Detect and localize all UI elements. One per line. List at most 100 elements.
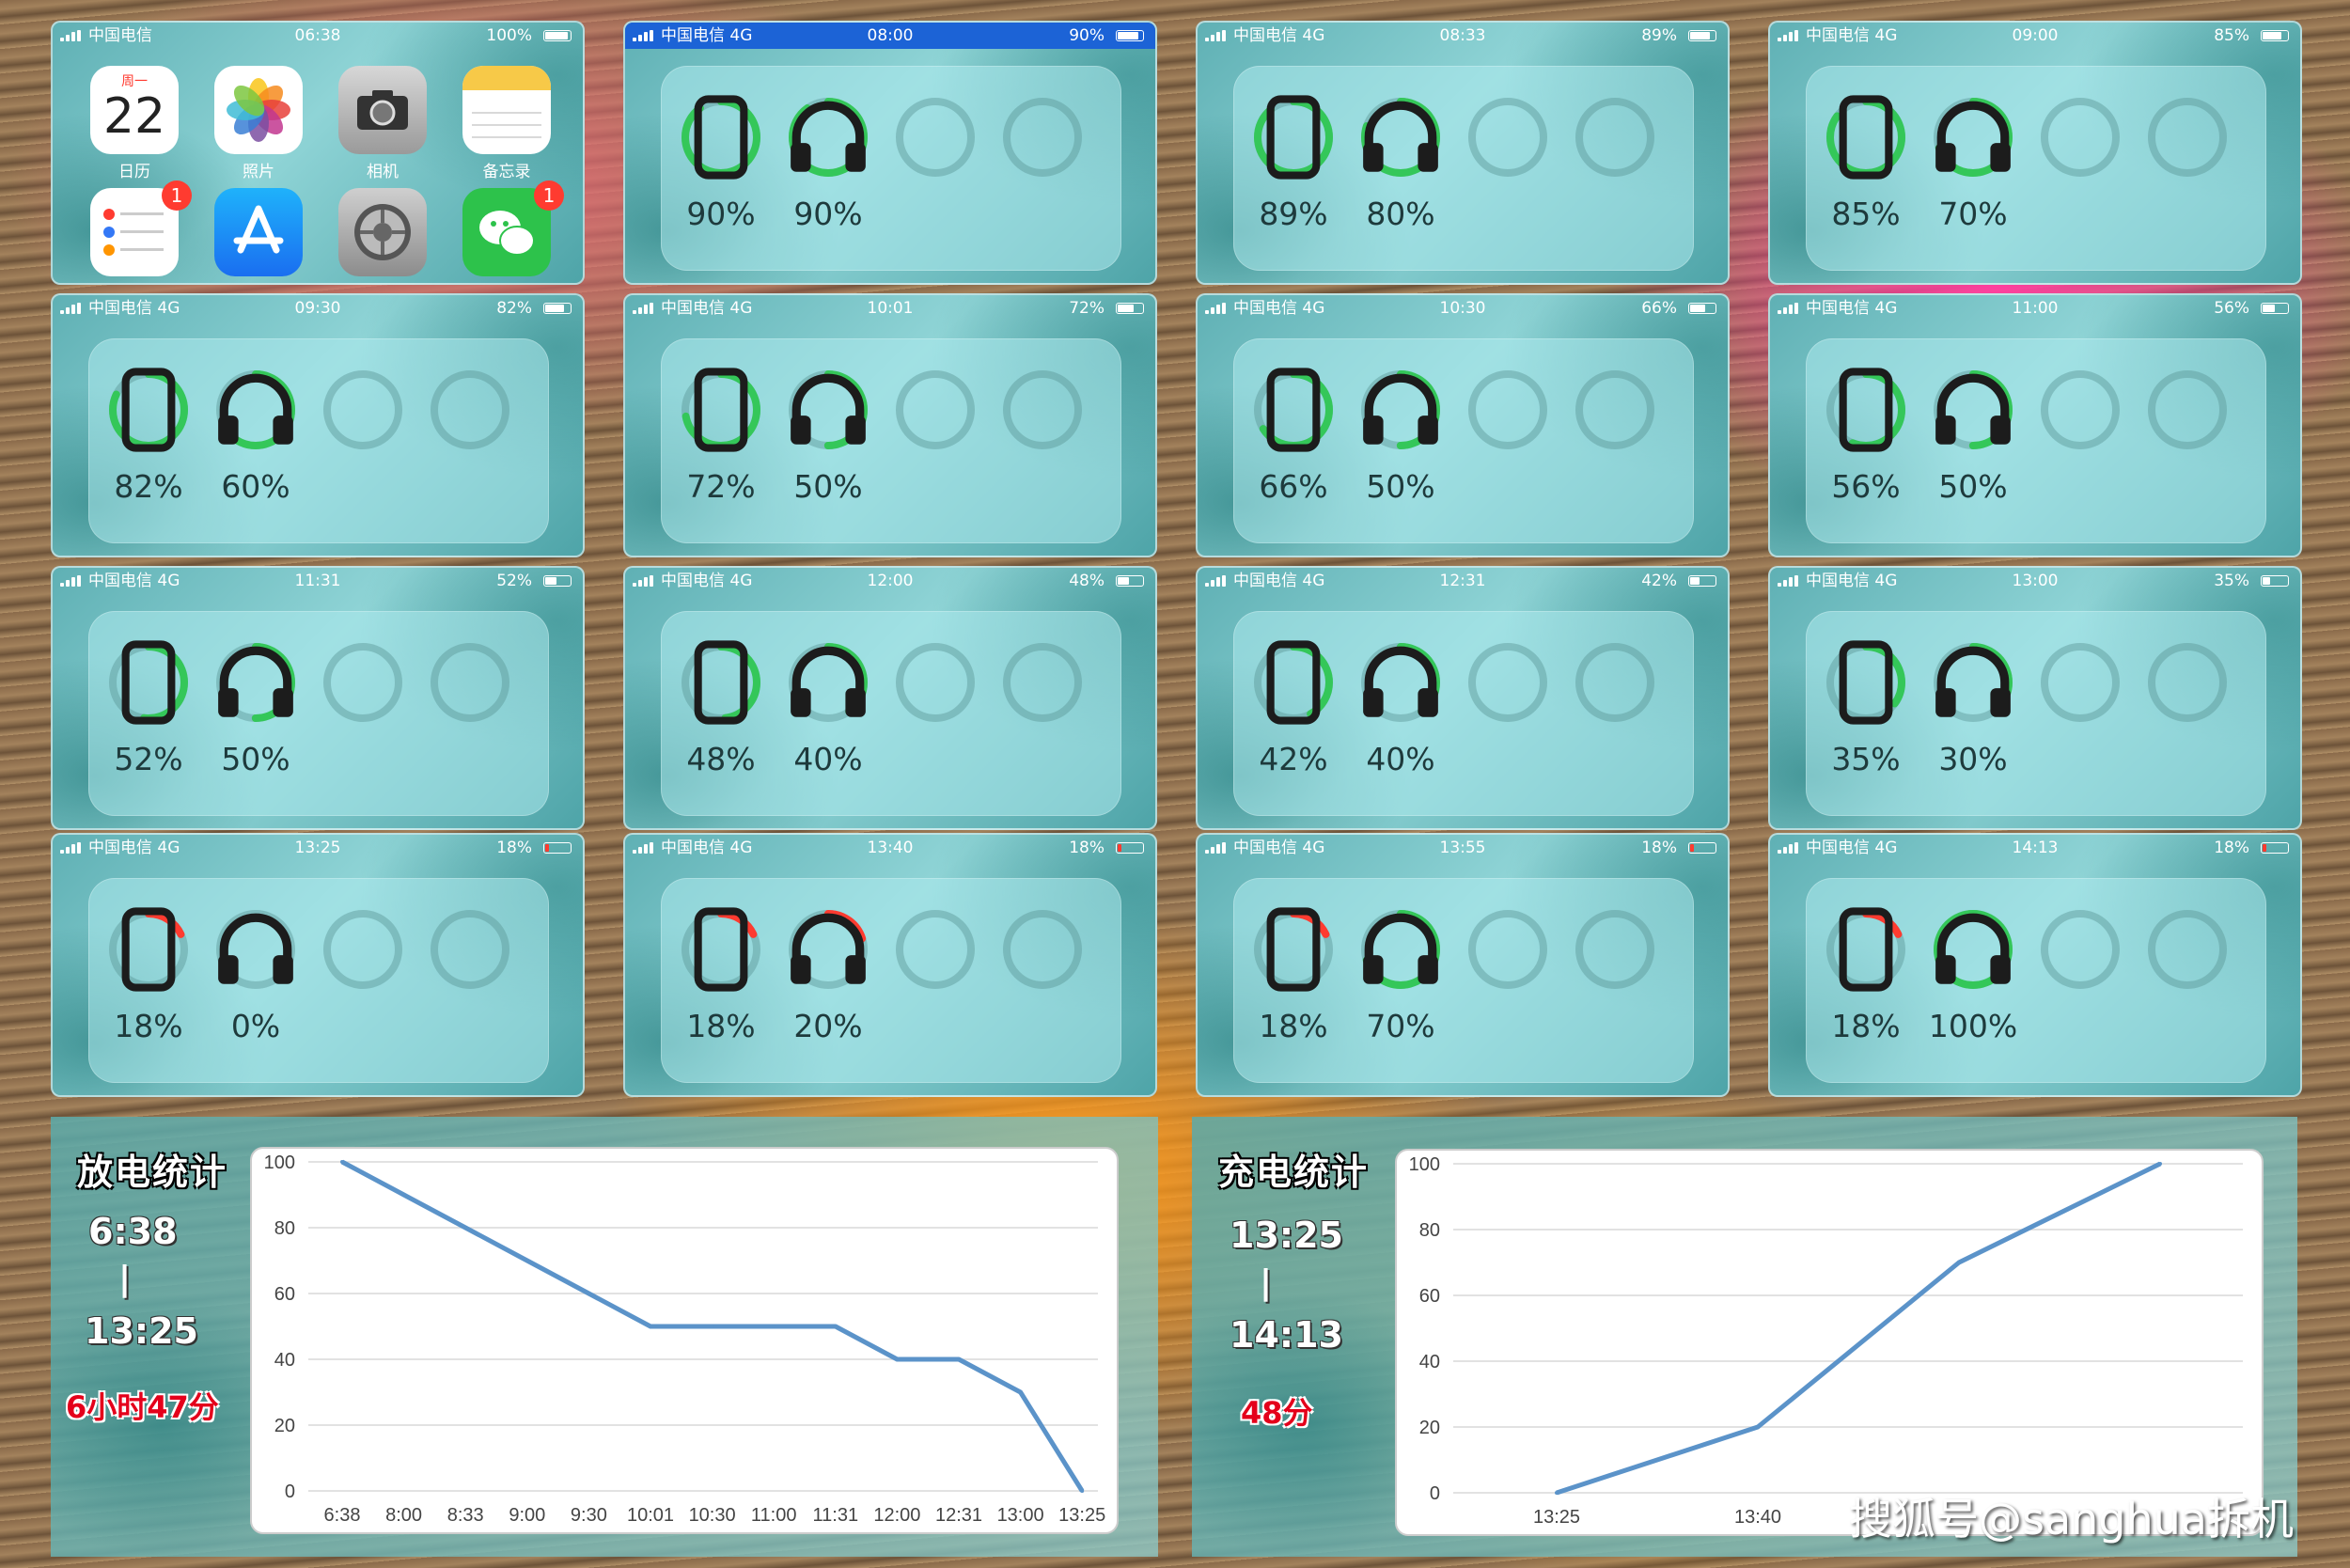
headphones-icon	[1935, 101, 2011, 172]
empty-slot-2-ring	[427, 906, 513, 993]
x-tick-label: 13:25	[1058, 1505, 1105, 1526]
ring-track	[323, 370, 402, 449]
camera-app-icon[interactable]	[338, 66, 427, 154]
empty-slot-1-ring	[892, 906, 979, 993]
batteries-widget: 56% 50%	[1806, 338, 2266, 543]
headphones-device-icon	[785, 367, 871, 453]
battery-percent: 18%	[496, 839, 532, 857]
battery-percent: 18%	[2214, 839, 2249, 857]
signal-icon	[1778, 575, 1800, 587]
status-bar: 中国电信 4G 11:31 52%	[53, 568, 583, 594]
data-point	[401, 1193, 406, 1197]
notes-header-strip	[462, 66, 551, 90]
empty-slot-1-ring	[1465, 639, 1551, 726]
empty-slot-1-ring	[892, 367, 979, 453]
x-tick-label: 10:30	[689, 1505, 736, 1526]
ring-track	[431, 370, 509, 449]
empty-slot-2-ring	[999, 367, 1086, 453]
home-screen-screenshot: 中国电信 06:38 100% 周一 22 日历 照片	[51, 21, 585, 285]
watermark: 搜狐号@sanghua拆机	[1848, 1494, 2294, 1544]
phone-icon	[1266, 640, 1321, 725]
batteries-widget: 66% 50%	[1233, 338, 1694, 543]
battery-icon	[2261, 303, 2289, 314]
status-bar: 中国电信 4G 10:01 72%	[625, 295, 1155, 321]
status-bar: 中国电信 4G 12:31 42%	[1198, 568, 1728, 594]
battery-widget-screenshot: 中国电信 4G 12:31 42% 42% 40%	[1196, 566, 1730, 830]
headphones-ring	[1930, 639, 2016, 726]
ring-track	[1575, 98, 1654, 177]
status-time: 12:00	[867, 572, 914, 590]
phone-device-icon	[105, 906, 192, 993]
data-point	[463, 1226, 468, 1230]
app-label-notes: 备忘录	[482, 163, 531, 181]
series-line	[1556, 1161, 2162, 1496]
battery-icon	[1688, 30, 1716, 41]
y-tick-label: 60	[274, 1284, 295, 1305]
notes-app-icon[interactable]	[462, 66, 551, 154]
headphones-ring	[1357, 906, 1444, 993]
batteries-widget: 72% 50%	[661, 338, 1121, 543]
settings-app-icon[interactable]	[338, 188, 427, 276]
ring-track	[1003, 910, 1082, 989]
battery-percent: 66%	[1641, 299, 1677, 318]
signal-icon	[1778, 30, 1800, 41]
signal-icon	[60, 575, 83, 587]
signal-icon	[60, 30, 83, 41]
carrier-label: 中国电信 4G	[1233, 26, 1325, 45]
ring-track	[2148, 643, 2227, 722]
headphones-ring	[1357, 94, 1444, 180]
status-time: 13:40	[867, 839, 914, 857]
status-time: 10:30	[1439, 299, 1486, 318]
status-bar: 中国电信 4G 14:13 18%	[1770, 835, 2300, 861]
photos-app-icon[interactable]	[214, 66, 303, 154]
empty-slot-1-ring	[1465, 367, 1551, 453]
discharge-start: 6:38	[88, 1211, 178, 1252]
battery-icon	[543, 303, 572, 314]
battery-widget-screenshot: 中国电信 4G 13:40 18% 18% 20%	[623, 833, 1157, 1097]
phone-device-icon	[1823, 639, 1909, 726]
ring-track	[2041, 370, 2120, 449]
battery-widget-screenshot: 中国电信 4G 08:00 90% 90% 90%	[623, 21, 1157, 285]
battery-icon	[2261, 842, 2289, 854]
app-store-icon[interactable]	[214, 188, 303, 276]
phone-percent: 89%	[1259, 196, 1328, 232]
empty-slot-1-ring	[892, 639, 979, 726]
carrier-label: 中国电信 4G	[1806, 26, 1898, 45]
phone-device-icon	[105, 639, 192, 726]
carrier-label: 中国电信 4G	[1806, 299, 1898, 318]
headphones-icon	[218, 373, 293, 445]
headphones-percent: 100%	[1928, 1008, 2018, 1044]
discharge-separator: |	[118, 1260, 132, 1298]
carrier-label: 中国电信 4G	[661, 299, 753, 318]
battery-percent: 100%	[486, 26, 532, 45]
headphones-device-icon	[785, 94, 871, 180]
reminders-app-icon[interactable]	[90, 188, 179, 276]
ring-track	[2148, 370, 2227, 449]
status-time: 13:55	[1439, 839, 1486, 857]
status-time: 14:13	[2012, 839, 2059, 857]
reminders-badge: 1	[162, 180, 192, 211]
x-tick-label: 10:01	[627, 1505, 674, 1526]
phone-icon	[694, 95, 748, 180]
phone-percent: 18%	[1259, 1008, 1328, 1044]
signal-icon	[1778, 303, 1800, 314]
data-point	[895, 1357, 900, 1361]
calendar-app-icon[interactable]: 周一 22	[90, 66, 179, 154]
charge-panel: 充电统计 13:25 | 14:13 48分 0 20 40 60 80 100 13:25…	[1192, 1117, 2297, 1557]
phone-device-icon	[105, 367, 192, 453]
status-time: 08:33	[1439, 26, 1486, 45]
headphones-ring	[1930, 94, 2016, 180]
app-label-calendar: 日历	[118, 163, 150, 181]
headphones-device-icon	[212, 367, 299, 453]
phone-device-icon	[1250, 639, 1337, 726]
status-time: 13:00	[2012, 572, 2059, 590]
empty-slot-1-ring	[320, 367, 406, 453]
headphones-device-icon	[1930, 639, 2016, 726]
data-point	[2158, 1162, 2162, 1166]
headphones-percent: 70%	[1938, 196, 2008, 232]
phone-ring	[105, 367, 192, 453]
phone-percent: 52%	[114, 741, 183, 777]
battery-widget-screenshot: 中国电信 4G 09:00 85% 85% 70%	[1768, 21, 2302, 285]
empty-slot-2-ring	[427, 639, 513, 726]
phone-ring	[1823, 906, 1909, 993]
